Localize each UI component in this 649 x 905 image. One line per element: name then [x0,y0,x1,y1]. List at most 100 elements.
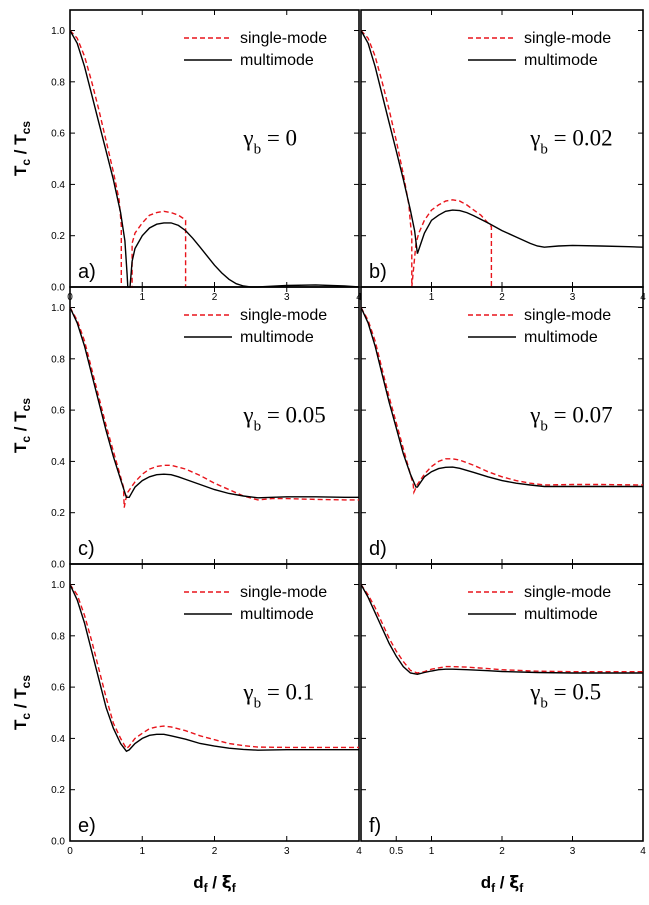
gamma-symbol: γ [242,126,253,151]
x-tick-label: 2 [212,292,218,303]
gamma-subscript: b [254,142,262,158]
x-label-main: d [481,873,491,892]
legend-label-single-mode: single-mode [524,307,611,324]
legend-label-single-mode: single-mode [240,584,327,601]
x-label-main: d [193,873,203,892]
gamma-subscript: b [540,696,548,712]
gamma-value: = 0.1 [261,680,314,705]
series-multimode-line [360,307,643,488]
x-label-sub: f [204,881,209,895]
x-tick-label: 0.5 [389,846,403,857]
x-label-sub: f [491,881,496,895]
y-label-sub: c [19,713,33,720]
series-single-mode-line [69,30,187,288]
y-tick-label: 0.2 [51,508,65,519]
series-multimode-line [69,307,359,499]
y-label-main: T [11,719,30,730]
y-tick-label: 0.4 [51,180,65,191]
series-single-mode-line [69,307,359,508]
y-tick-label: 1.0 [51,26,65,37]
y-tick-label: 0.0 [51,560,65,571]
gamma-annotation: γb = 0.1 [242,680,314,712]
legend-label-single-mode: single-mode [240,307,327,324]
x-axis-label: df / ξf [481,873,525,895]
gamma-value: = 0.07 [548,403,613,428]
legend-label-multimode: multimode [524,329,598,346]
y-tick-label: 0.0 [51,837,65,848]
gamma-value: = 0.05 [261,403,326,428]
gamma-annotation: γb = 0.02 [529,126,612,158]
x-tick-label: 4 [356,846,362,857]
y-axis-label: Tc / Tcs [11,398,33,453]
y-tick-label: 0.8 [51,631,65,642]
panel-f: 0.5 1 2 3 4 single-mode multimode γb = 0.5 f) [360,563,646,857]
panel-label: e) [78,815,96,837]
x-tick-label: 1 [139,846,145,857]
y-label-sep: / T [11,688,30,713]
panel-label: c) [78,538,95,560]
y-tick-label: 0.6 [51,129,65,140]
series-multimode-line [69,30,360,288]
x-label-symbol: ξ [509,873,519,893]
x-tick-label: 2 [212,846,218,857]
x-label-symbol: ξ [222,873,232,893]
legend-label-single-mode: single-mode [240,30,327,47]
y-label-sub2: cs [19,675,33,689]
y-tick-label: 0.6 [51,406,65,417]
y-tick-label: 0.6 [51,683,65,694]
series-multimode-line [69,584,359,753]
x-label-sep: / [495,873,509,892]
y-label-sep: / T [11,411,30,436]
y-tick-label: 0.0 [51,283,65,294]
panel-label: b) [369,261,387,283]
x-tick-label: 3 [570,846,576,857]
y-tick-label: 0.2 [51,231,65,242]
y-tick-label: 0.4 [51,457,65,468]
y-tick-label: 0.8 [51,354,65,365]
legend-label-multimode: multimode [240,329,314,346]
x-tick-label: 1 [139,292,145,303]
gamma-subscript: b [254,696,262,712]
y-label-sub2: cs [19,121,33,135]
figure-xlabels: df / ξf df / ξf [193,873,524,895]
y-label-main: T [11,165,30,176]
panels: 0.0 0.2 0.4 0.6 0.8 1.0 0 1 2 3 4 single-mode multim… [51,9,646,857]
gamma-annotation: γb = 0.5 [529,680,601,712]
series-single-mode-line [360,30,493,288]
series-multimode-line [360,584,643,676]
panel-label: d) [369,538,387,560]
legend-label-multimode: multimode [240,52,314,69]
panel-frame [69,563,360,842]
panel-label: f) [369,815,381,837]
legend-label-single-mode: single-mode [524,584,611,601]
gamma-symbol: γ [529,680,540,705]
x-tick-label: 1 [429,292,435,303]
gamma-symbol: γ [529,126,540,151]
y-tick-label: 0.4 [51,734,65,745]
legend-label-single-mode: single-mode [524,30,611,47]
gamma-subscript: b [254,419,262,435]
legend-label-multimode: multimode [240,606,314,623]
y-axis-label: Tc / Tcs [11,121,33,176]
legend-label-multimode: multimode [524,52,598,69]
x-axis-label: df / ξf [193,873,237,895]
y-label-sep: / T [11,134,30,159]
y-label-main: T [11,442,30,453]
panel-label: a) [78,261,96,283]
x-tick-label: 0 [67,846,73,857]
x-tick-label: 4 [640,846,646,857]
legend-label-multimode: multimode [524,606,598,623]
panel-e: 0.0 0.2 0.4 0.6 0.8 1.0 0 1 2 3 4 single-mode multim… [51,563,362,857]
panel-a: 0.00.20.40.60.81.00 1 2 3 4single-modemultim… [51,9,362,303]
panel-c: 0.0 0.2 0.4 0.6 0.8 1.0 single-mode multimode γb… [51,286,360,571]
gamma-value: = 0.5 [548,680,601,705]
gamma-subscript: b [540,419,548,435]
x-label-sep: / [208,873,222,892]
y-axis-label: Tc / Tcs [11,675,33,730]
x-label-sub2: f [232,881,237,895]
x-tick-label: 3 [570,292,576,303]
gamma-annotation: γb = 0.07 [529,403,612,435]
panel-frame [69,9,360,288]
